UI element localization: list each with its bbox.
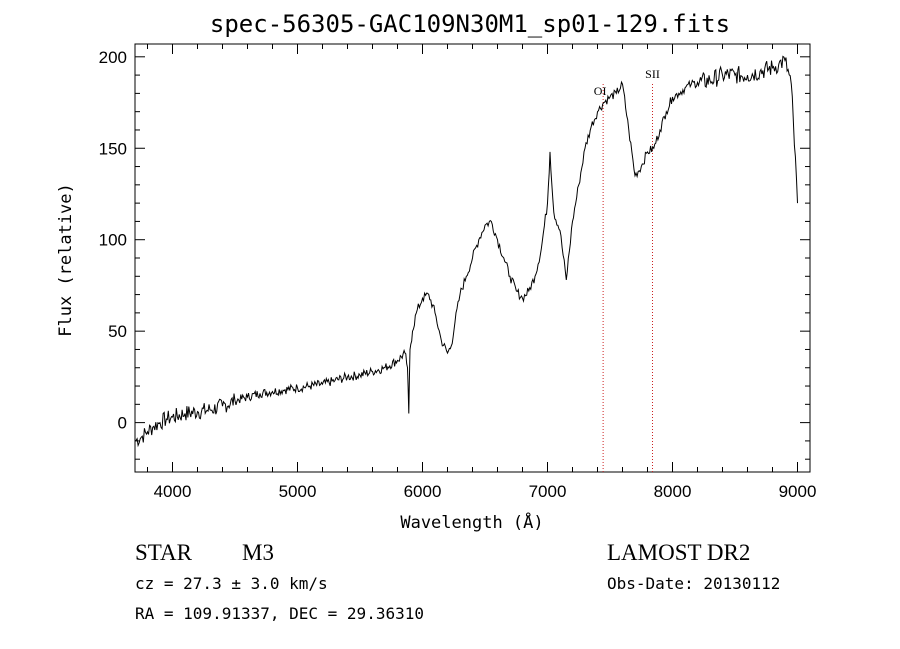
chart-title: spec-56305-GAC109N30M1_sp01-129.fits bbox=[210, 10, 730, 38]
x-tick-label: 8000 bbox=[654, 482, 692, 501]
x-axis-label: Wavelength (Å) bbox=[400, 511, 543, 533]
y-axis-label: Flux (relative) bbox=[56, 183, 76, 337]
redshift-cz: cz = 27.3 ± 3.0 km/s bbox=[135, 574, 328, 593]
star-class-label: STAR bbox=[135, 540, 193, 565]
y-tick-label: 150 bbox=[99, 139, 127, 158]
star-spectral-type: M3 bbox=[242, 540, 274, 565]
y-tick-label: 200 bbox=[99, 48, 127, 67]
ra-dec-coordinates: RA = 109.91337, DEC = 29.36310 bbox=[135, 604, 424, 623]
marker-label-oi: OI bbox=[594, 84, 607, 98]
marker-label-sii: SII bbox=[645, 67, 660, 81]
spectrum-series-line bbox=[134, 55, 798, 448]
survey-name: LAMOST DR2 bbox=[607, 540, 750, 565]
axis-ticks bbox=[135, 44, 810, 472]
x-tick-label: 5000 bbox=[279, 482, 317, 501]
y-tick-label: 50 bbox=[108, 322, 127, 341]
axis-tick-labels: 4000 5000 6000 7000 8000 9000 0 50 100 150 200 bbox=[99, 48, 817, 501]
observation-date: Obs-Date: 20130112 bbox=[607, 574, 780, 593]
x-tick-label: 7000 bbox=[529, 482, 567, 501]
x-tick-label: 6000 bbox=[404, 482, 442, 501]
x-tick-label: 9000 bbox=[779, 482, 817, 501]
spectral-line-markers: OI SII bbox=[594, 67, 660, 472]
x-tick-label: 4000 bbox=[154, 482, 192, 501]
y-tick-label: 0 bbox=[118, 414, 127, 433]
y-tick-label: 100 bbox=[99, 231, 127, 250]
